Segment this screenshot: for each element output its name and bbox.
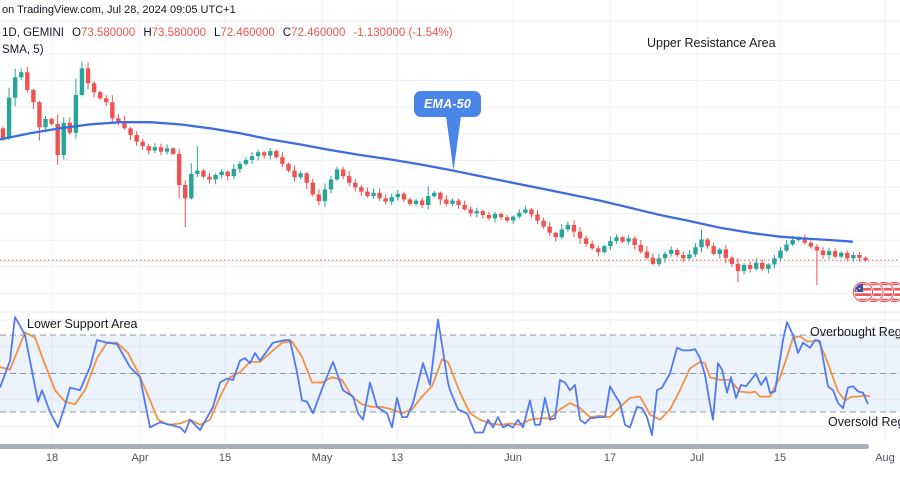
x-axis-label: 15	[218, 452, 232, 464]
change-value: -1.130000 (-1.54%)	[353, 27, 453, 39]
ohlc-row: 1D, GEMINI O 73.580000 H 73.580000 L 72.46000…	[2, 27, 453, 39]
x-axis-label: Jul	[689, 452, 705, 464]
x-axis-label: Aug	[875, 452, 895, 464]
attribution-text: on TradingView.com, Jul 28, 2024 09:05 U…	[2, 4, 236, 16]
x-axis-label: Jun	[504, 452, 522, 464]
ohlc-field: O 73.580000	[71, 27, 136, 39]
upper-resistance-label: Upper Resistance Area	[647, 36, 776, 50]
time-scrollbar[interactable]	[0, 444, 869, 449]
ema-50-badge[interactable]: EMA-50	[414, 91, 481, 117]
oversold-region-label: Oversold Region	[828, 415, 900, 429]
x-axis-label: 18	[45, 452, 59, 464]
x-axis-label: 15	[773, 452, 787, 464]
lower-support-label: Lower Support Area	[27, 317, 138, 331]
x-axis-label: Apr	[131, 452, 149, 464]
ohlc-fields: O 73.580000 H 73.580000 L 72.460000 C 72.460000	[72, 27, 345, 39]
symbol-info: 1D, GEMINI	[2, 27, 64, 39]
indicator-label: SMA, 5)	[2, 44, 44, 56]
flags-icon[interactable]	[852, 281, 900, 303]
ohlc-field: L 72.460000	[214, 27, 275, 39]
time-axis[interactable]: 18 Apr 15 May 13 Jun 17 Jul 15 Aug	[0, 450, 900, 468]
x-axis-label: May	[311, 452, 333, 464]
overbought-region-label: Overbought Region	[810, 325, 900, 339]
x-axis-label: 13	[390, 452, 404, 464]
ohlc-field: H 73.580000	[143, 27, 206, 39]
ohlc-field: C 72.460000	[282, 27, 346, 39]
x-axis-label: 17	[603, 452, 617, 464]
